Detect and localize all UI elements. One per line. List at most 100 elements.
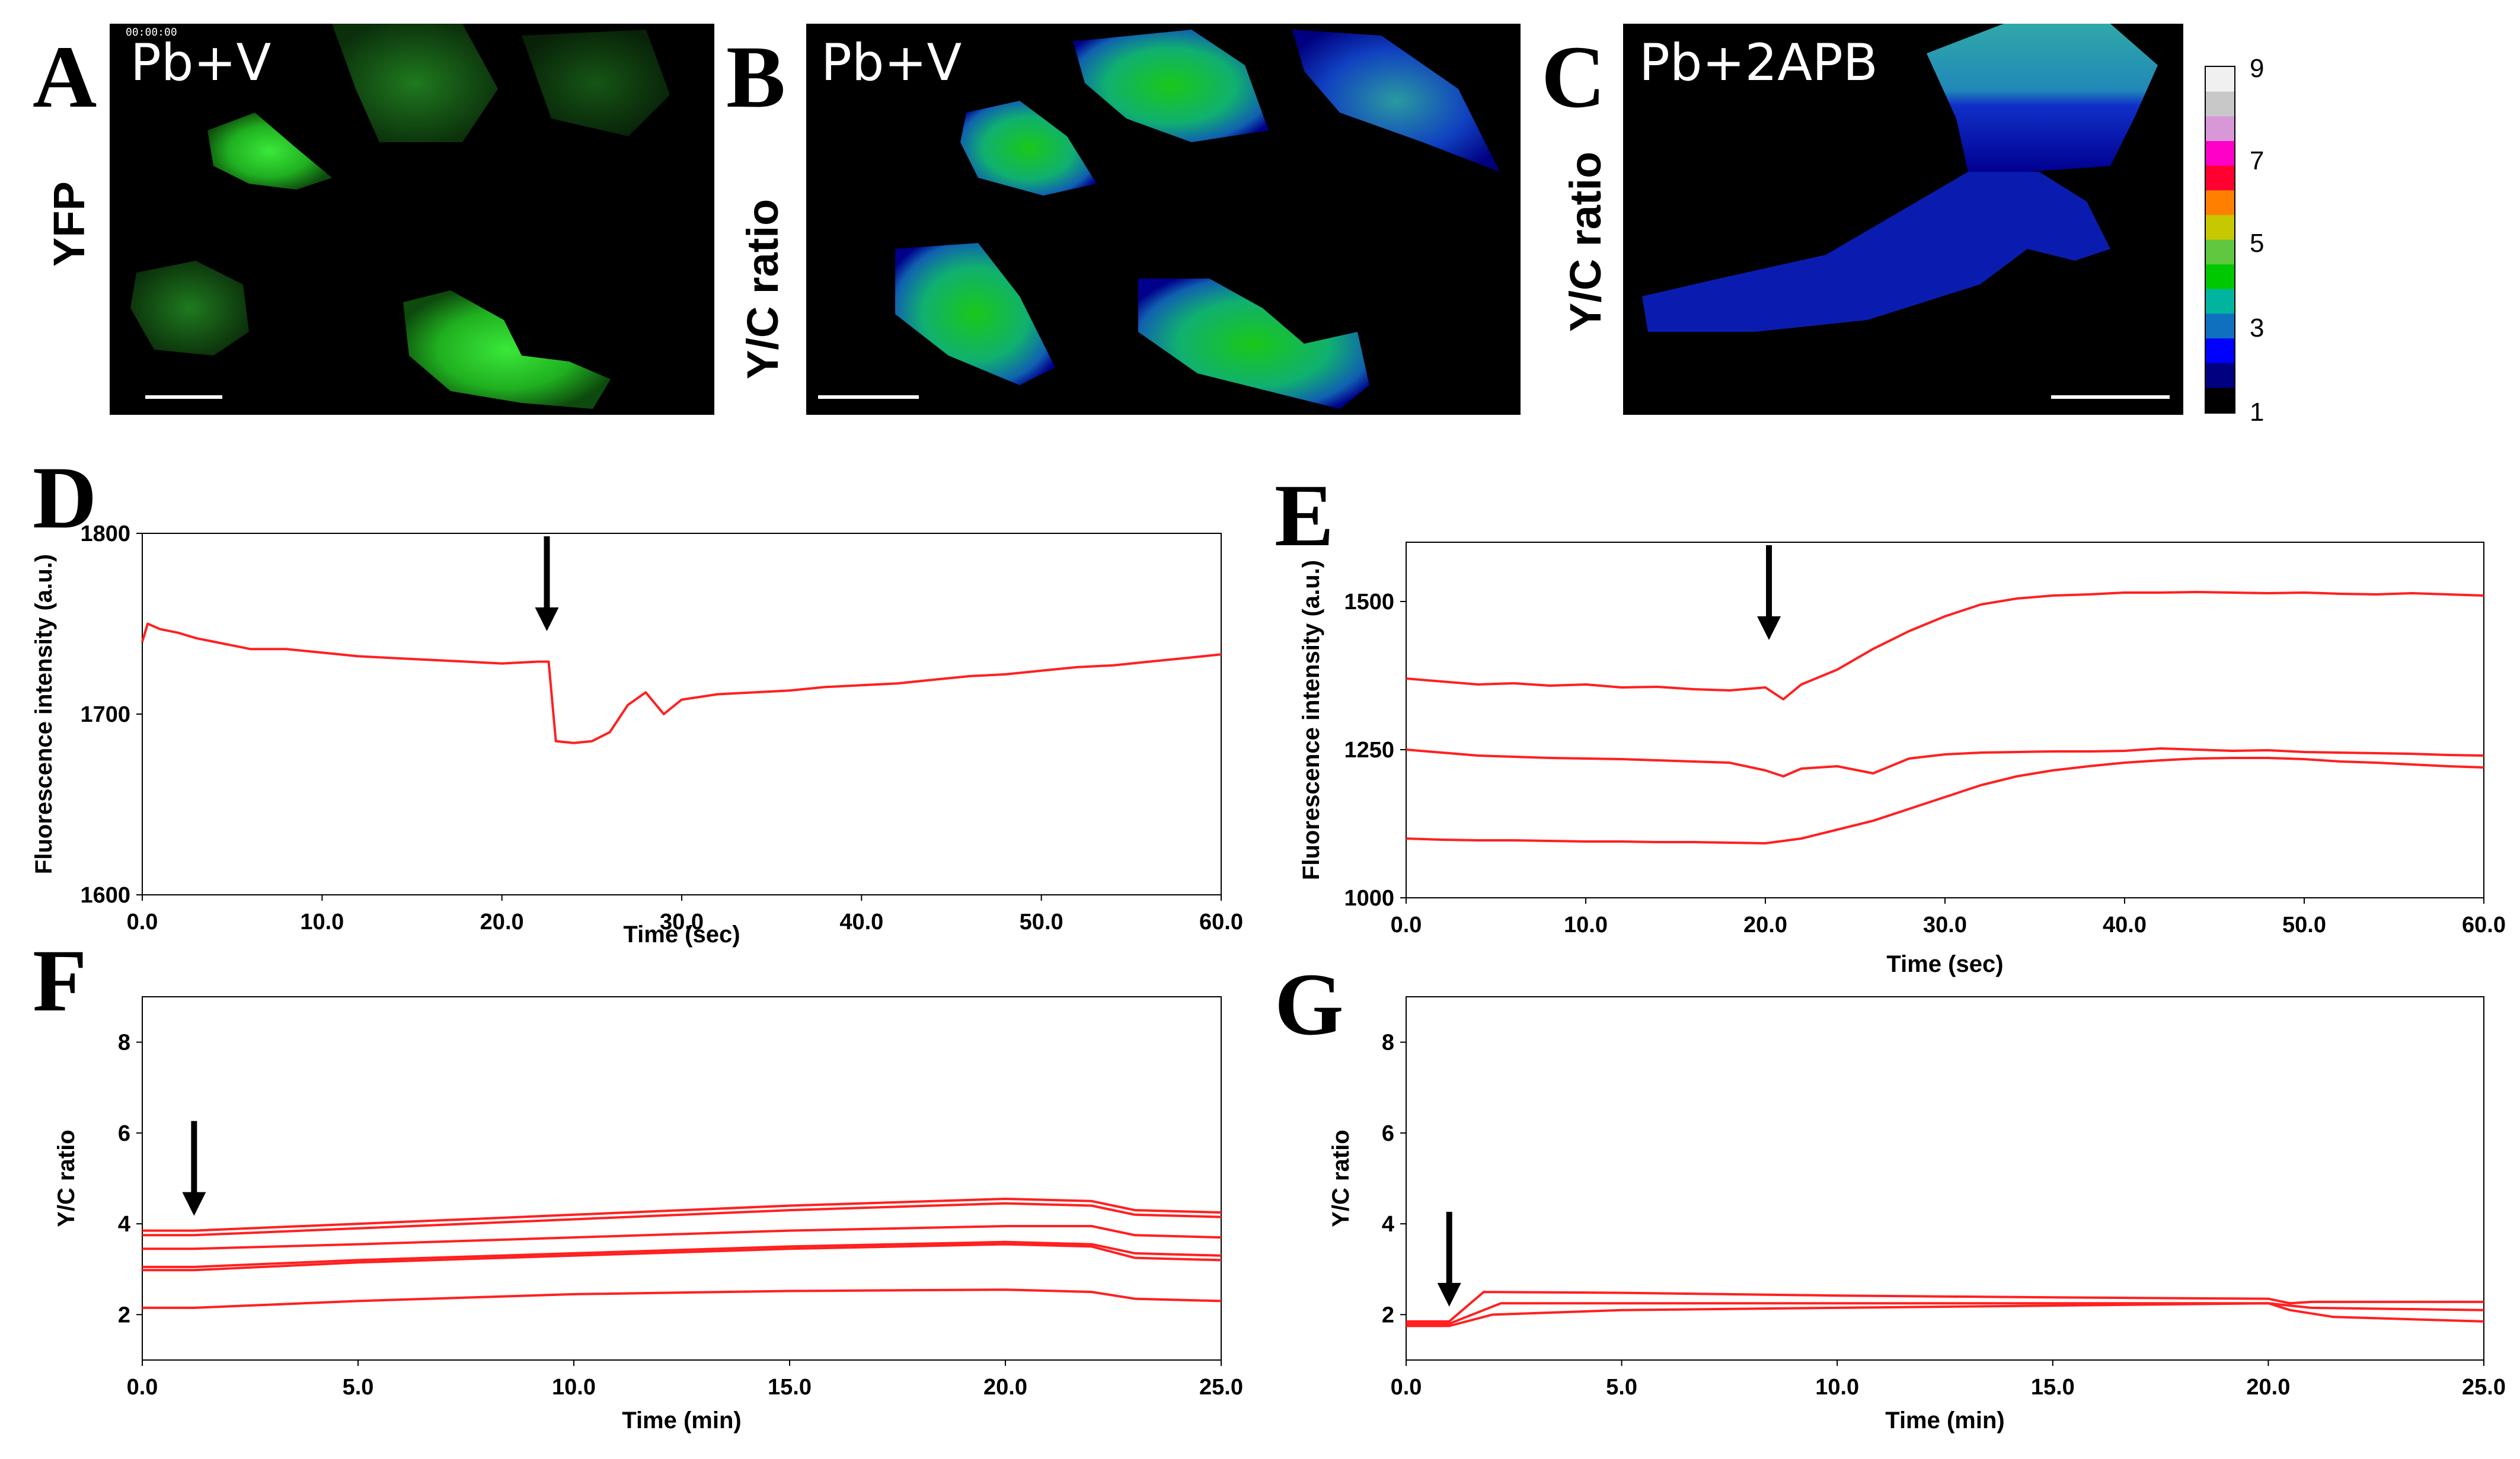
colorbar-cell [2206, 67, 2234, 92]
y-tick-label: 1500 [1344, 590, 1394, 615]
colorbar: 9 7 5 3 1 [2205, 54, 2264, 427]
y-tick-label: 1700 [80, 702, 130, 727]
x-tick-label: 10.0 [1564, 913, 1608, 938]
x-axis-title: Time (sec) [1886, 951, 2003, 977]
plot-frame [142, 533, 1222, 895]
panel-letter-f: F [33, 932, 87, 1030]
panel-letter-b: B [726, 28, 785, 126]
cell-a3 [207, 113, 332, 190]
plot-frame [1406, 542, 2484, 898]
cell-c1 [1927, 24, 2158, 172]
colorbar-frame [2205, 66, 2235, 414]
cell-a2 [522, 30, 670, 136]
x-tick-label: 0.0 [1391, 1375, 1422, 1400]
colorbar-cell [2206, 140, 2234, 167]
panel-b: B Y/C ratio Pb+V [726, 24, 1521, 415]
y-tick-label: 8 [1382, 1031, 1394, 1055]
panel-letter-a: A [33, 28, 97, 126]
series-line-6 [142, 1288, 1222, 1309]
panel-a: A YFP Pb+V 00:00:00 [33, 24, 714, 415]
panel-letter-e: E [1275, 466, 1334, 565]
image-a: Pb+V 00:00:00 [110, 24, 714, 415]
series-line-2 [1406, 747, 2484, 778]
side-label-yc-ratio-c: Y/C ratio [1561, 152, 1610, 332]
cell-a4 [130, 261, 249, 356]
arrow-head [535, 607, 559, 631]
colorbar-cell [2206, 363, 2234, 388]
image-c: Pb+2APB [1623, 24, 2183, 415]
x-tick-label: 10.0 [552, 1375, 596, 1400]
x-tick-label: 20.0 [2246, 1375, 2290, 1400]
y-tick-label: 8 [118, 1031, 130, 1055]
x-tick-label: 15.0 [2031, 1375, 2075, 1400]
x-tick-label: 5.0 [1606, 1375, 1637, 1400]
x-tick-label: 15.0 [768, 1375, 812, 1400]
cell-b2 [1292, 30, 1500, 172]
series-line-4 [142, 1240, 1222, 1268]
colorbar-cell [2206, 338, 2234, 364]
x-axis-title: Time (min) [622, 1407, 742, 1434]
colorbar-cell [2206, 91, 2234, 117]
arrow-head [1437, 1282, 1461, 1307]
series-line-3 [142, 1225, 1222, 1250]
y-tick-label: 1000 [1344, 886, 1394, 911]
colorbar-tick-3: 3 [2250, 313, 2264, 343]
y-axis-title: Fluorescence intensity (a.u.) [31, 554, 57, 874]
image-b: Pb+V [806, 24, 1521, 415]
chart-f: F 0.0 5.0 10.0 15.0 20.0 25.0 2 4 6 8 Time (min) Y/C… [33, 932, 1243, 1434]
colorbar-tick-7: 7 [2250, 146, 2264, 175]
y-axis-title: Y/C ratio [53, 1130, 79, 1227]
colorbar-tick-1: 1 [2250, 398, 2264, 427]
x-tick-label: 25.0 [1199, 1375, 1243, 1400]
cell-a1 [332, 24, 498, 142]
x-axis-title: Time (min) [1885, 1407, 2005, 1434]
timestamp-a: 00:00:00 [126, 26, 177, 39]
y-tick-label: 1600 [80, 883, 130, 908]
y-axis-title: Fluorescence intensity (a.u.) [1298, 560, 1324, 880]
x-tick-label: 0.0 [127, 1375, 158, 1400]
x-tick-label: 40.0 [2103, 913, 2147, 938]
panel-c: C Y/C ratio Pb+2APB [1541, 24, 2183, 415]
x-tick-label: 20.0 [480, 910, 524, 935]
y-tick-label: 1800 [80, 521, 130, 546]
x-tick-label: 5.0 [343, 1375, 374, 1400]
cell-b4 [895, 243, 1055, 385]
x-tick-label: 20.0 [983, 1375, 1027, 1400]
y-axis-title: Y/C ratio [1328, 1130, 1354, 1227]
chart-g: G 0.0 5.0 10.0 15.0 20.0 25.0 2 4 6 8 Time (min) Y/C… [1275, 955, 2506, 1434]
colorbar-tick-9: 9 [2250, 54, 2264, 83]
cell-a5 [403, 290, 611, 409]
x-tick-label: 50.0 [1020, 910, 1063, 935]
arrow-head [1757, 616, 1781, 640]
panel-letter-d: D [33, 449, 97, 547]
series-line-2 [142, 1202, 1222, 1237]
series-line-1 [141, 622, 1222, 744]
chart-d: D 0.0 10.0 20.0 30.0 40.0 50.0 60.0 1600 1700 1800… [31, 449, 1243, 948]
y-tick-label: 2 [1382, 1303, 1394, 1327]
series-line-1 [142, 1198, 1222, 1232]
image-label-c: Pb+2APB [1639, 33, 1878, 92]
colorbar-cell [2206, 388, 2234, 413]
series-line-3 [1406, 757, 2484, 844]
colorbar-tick-5: 5 [2250, 229, 2264, 258]
x-tick-label: 30.0 [1923, 913, 1967, 938]
x-tick-label: 10.0 [300, 910, 344, 935]
series-line-5 [142, 1243, 1222, 1272]
y-tick-label: 6 [118, 1121, 130, 1146]
colorbar-cell [2206, 215, 2234, 240]
panel-letter-c: C [1541, 28, 1605, 126]
x-axis-title: Time (sec) [623, 922, 740, 948]
colorbar-cell [2206, 313, 2234, 339]
side-label-yc-ratio-b: Y/C ratio [738, 199, 787, 379]
x-tick-label: 40.0 [839, 910, 883, 935]
image-label-a: Pb+V [130, 33, 272, 92]
x-tick-label: 20.0 [1743, 913, 1787, 938]
series-line-1 [1406, 591, 2484, 700]
cell-b5 [1138, 279, 1369, 409]
y-tick-label: 6 [1382, 1121, 1394, 1146]
y-tick-label: 1250 [1344, 738, 1394, 763]
colorbar-cell [2206, 264, 2234, 290]
series-line-2 [1406, 1302, 2484, 1325]
x-tick-label: 30.0 [660, 910, 704, 935]
x-tick-label: 10.0 [1815, 1375, 1859, 1400]
